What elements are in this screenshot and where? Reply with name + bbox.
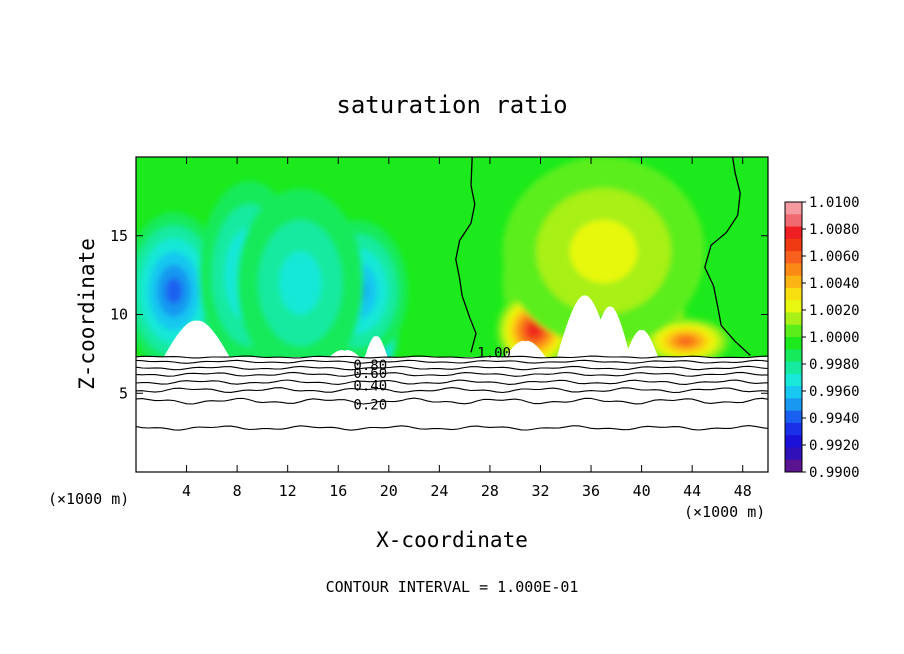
contour-label: 0.60 bbox=[353, 366, 387, 382]
contour-line bbox=[136, 371, 768, 377]
x-tick-label: 36 bbox=[582, 482, 600, 500]
x-unit-right: (×1000 m) bbox=[684, 503, 765, 521]
y-axis: 5 10 15 bbox=[110, 227, 768, 402]
colorbar-swatch bbox=[785, 214, 802, 228]
colorbar-label: 1.0080 bbox=[809, 222, 860, 238]
contour-interval: CONTOUR INTERVAL = 1.000E-01 bbox=[326, 578, 579, 596]
x-tick-label: 12 bbox=[279, 482, 297, 500]
y-tick-label: 15 bbox=[110, 227, 128, 245]
x-tick-label: 4 bbox=[182, 482, 191, 500]
x-tick-label: 24 bbox=[430, 482, 448, 500]
contour-lines bbox=[136, 157, 768, 431]
colorbar-swatch bbox=[785, 349, 802, 363]
x-tick-label: 20 bbox=[380, 482, 398, 500]
colorbar-swatch bbox=[785, 226, 802, 240]
colorbar-swatch bbox=[785, 263, 802, 277]
colorbar-swatch bbox=[785, 238, 802, 252]
field-level bbox=[279, 251, 322, 315]
colorbar-swatch bbox=[785, 410, 802, 424]
x-tick-label: 40 bbox=[633, 482, 651, 500]
x-tick-label: 8 bbox=[233, 482, 242, 500]
contour-label: 1.00 bbox=[477, 345, 511, 361]
contour-label: 0.80 bbox=[353, 358, 387, 374]
colorbar-label: 0.9940 bbox=[809, 411, 860, 427]
colorbar-swatch bbox=[785, 361, 802, 375]
plot-area bbox=[136, 157, 768, 472]
colorbar-swatch bbox=[785, 312, 802, 326]
x-tick-label: 32 bbox=[531, 482, 549, 500]
field-level bbox=[679, 337, 693, 345]
colorbar-label: 1.0040 bbox=[809, 276, 860, 292]
chart-title: saturation ratio bbox=[336, 91, 567, 119]
colorbar-swatch bbox=[785, 447, 802, 461]
colorbar-swatch bbox=[785, 386, 802, 399]
unsaturated-bump bbox=[625, 329, 659, 358]
colorbar-swatch bbox=[785, 287, 802, 301]
colorbar: 1.0100 1.0080 1.0060 1.0040 1.0020 1.0000 0.99… bbox=[784, 195, 860, 481]
contour-line bbox=[136, 365, 768, 371]
unsaturated-bump bbox=[163, 320, 230, 358]
colorbar-swatch bbox=[785, 337, 802, 350]
colorbar-label: 0.9900 bbox=[809, 465, 860, 481]
colorbar-label: 1.0020 bbox=[809, 303, 860, 319]
contour-labels: 1.00 0.800.600.40 0.20 bbox=[353, 345, 511, 413]
field-level bbox=[165, 277, 183, 304]
contour-line bbox=[136, 359, 768, 364]
x-tick-label: 16 bbox=[329, 482, 347, 500]
colorbar-swatch bbox=[785, 324, 802, 338]
colorbar-swatch bbox=[785, 435, 802, 448]
contour-line bbox=[136, 397, 768, 405]
colorbar-swatch bbox=[785, 202, 802, 215]
colorbar-label: 1.0100 bbox=[809, 195, 860, 211]
contour-line-1.00 bbox=[455, 157, 477, 353]
colorbar-swatch bbox=[785, 251, 802, 264]
colorbar-swatch bbox=[785, 422, 802, 436]
y-tick-label: 10 bbox=[110, 306, 128, 324]
contour-line bbox=[136, 425, 768, 431]
contour-label: 0.40 bbox=[353, 378, 387, 394]
contour-line bbox=[136, 379, 768, 385]
y-tick-label: 5 bbox=[119, 384, 128, 402]
colorbar-label: 1.0000 bbox=[809, 330, 860, 346]
colorbar-swatch bbox=[785, 398, 802, 412]
colorbar-label: 1.0060 bbox=[809, 249, 860, 265]
x-axis-label: X-coordinate bbox=[376, 528, 528, 552]
colorbar-label: 0.9980 bbox=[809, 357, 860, 373]
x-tick-label: 44 bbox=[683, 482, 701, 500]
colorbar-swatch bbox=[785, 459, 802, 473]
unsaturated-bump bbox=[329, 349, 360, 358]
x-axis: 4 8 12 16 20 24 28 32 36 40 44 48 bbox=[182, 157, 752, 500]
x-tick-label: 48 bbox=[734, 482, 752, 500]
contour-line bbox=[136, 355, 768, 359]
contour-line-1.00 bbox=[704, 157, 751, 356]
field-level bbox=[529, 325, 539, 335]
x-tick-label: 28 bbox=[481, 482, 499, 500]
x-unit-left: (×1000 m) bbox=[48, 490, 129, 508]
y-axis-label: Z-coordinate bbox=[75, 238, 99, 390]
colorbar-swatch bbox=[785, 373, 802, 387]
unsaturated-bump bbox=[364, 336, 388, 358]
colorbar-label: 0.9960 bbox=[809, 384, 860, 400]
field-level bbox=[569, 220, 638, 283]
colorbar-swatch bbox=[785, 275, 802, 289]
contour-line bbox=[136, 387, 768, 394]
contour-label: 0.20 bbox=[353, 397, 387, 413]
unsaturated-bump bbox=[505, 340, 546, 358]
unsaturated-bump bbox=[589, 306, 631, 358]
colorbar-label: 0.9920 bbox=[809, 438, 860, 454]
colorbar-swatch bbox=[785, 300, 802, 313]
